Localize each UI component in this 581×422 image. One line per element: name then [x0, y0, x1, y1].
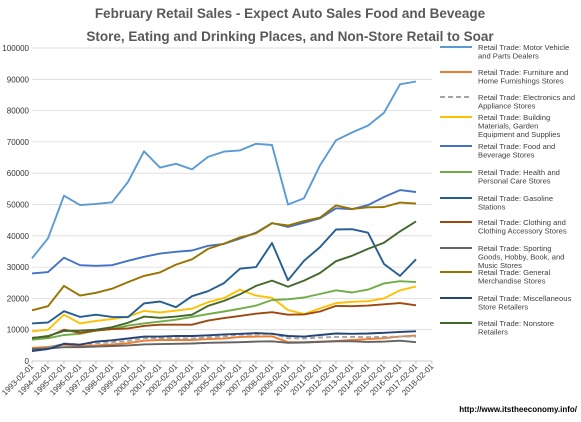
series-line [31, 220, 417, 340]
legend-entry: Retail Trade: Sporting Goods, Hobby, Book… [478, 244, 564, 270]
legend-entry: Retail Trade: Furniture and Home Furnishi… [478, 68, 568, 86]
series-lines [31, 80, 417, 352]
series-line [31, 201, 417, 312]
y-tick-label: 100000 [2, 44, 29, 53]
series-line [31, 80, 417, 259]
y-tick-label: 40000 [7, 232, 30, 241]
y-tick-label: 0 [25, 357, 30, 366]
legend-entry: Retail Trade: Nonstore Retailers [478, 319, 554, 337]
series-line [31, 330, 417, 352]
legend-entry: Retail Trade: Gasoline Stations [478, 194, 553, 212]
y-tick-label: 10000 [7, 326, 30, 335]
legend-entry: Retail Trade: Motor Vehicle and Parts Dea… [478, 43, 569, 61]
series-line [31, 332, 416, 351]
series-line [31, 334, 417, 349]
y-tick-label: 50000 [7, 201, 30, 210]
legend-entry: Retail Trade: Electronics and Appliance S… [478, 93, 575, 111]
y-tick-label: 80000 [7, 107, 30, 116]
series-line [31, 339, 417, 351]
series-line [31, 228, 417, 325]
y-tick-label: 90000 [7, 75, 30, 84]
y-tick-label: 20000 [7, 294, 30, 303]
y-tick-label: 30000 [7, 263, 30, 272]
source-url: http://www.itstheeconomy.info/ [459, 405, 577, 414]
legend-entry: Retail Trade: General Merchandise Stores [478, 268, 550, 286]
series-line [31, 285, 417, 333]
legend: Retail Trade: Motor Vehicle and Parts Dea… [440, 43, 575, 337]
legend-entry: Retail Trade: Building Materials, Garden E… [478, 113, 561, 139]
legend-entry: Retail Trade: Health and Personal Care St… [478, 168, 560, 186]
series-line [31, 189, 417, 275]
legend-entry: Retail Trade: Food and Beverage Stores [478, 142, 555, 160]
y-tick-label: 60000 [7, 169, 30, 178]
y-tick-label: 70000 [7, 138, 30, 147]
legend-entry: Retail Trade: Clothing and Clothing Acces… [478, 218, 567, 236]
chart-title: February Retail Sales - Expect Auto Sale… [86, 6, 494, 44]
legend-entry: Retail Trade: Miscellaneous Store Retaile… [478, 294, 571, 312]
